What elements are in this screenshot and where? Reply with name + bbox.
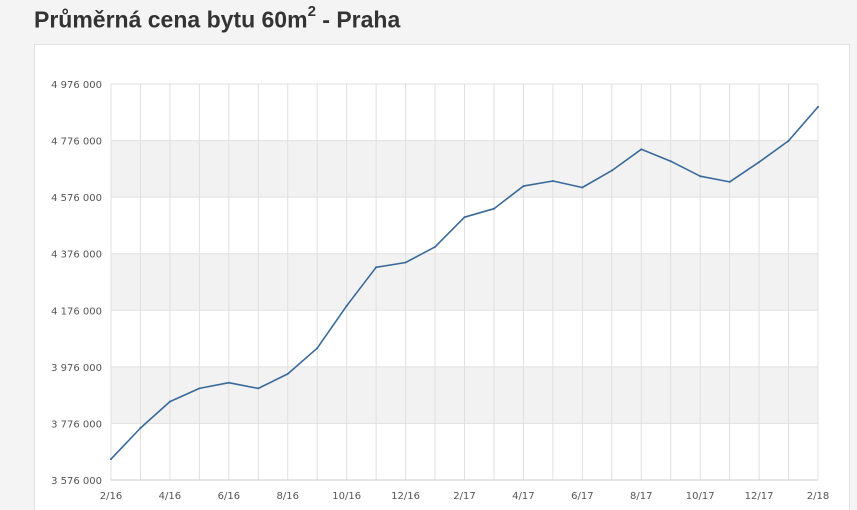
x-tick-label: 8/17 [630, 491, 652, 502]
data-point [404, 261, 407, 264]
data-point [669, 160, 672, 163]
x-tick-label: 2/18 [807, 491, 829, 502]
y-tick-label: 4 176 000 [51, 306, 102, 317]
y-tick-label: 4 776 000 [51, 137, 102, 148]
y-tick-label: 4 576 000 [51, 193, 102, 204]
chart-title: Průměrná cena bytu 60m2 - Praha [34, 3, 401, 34]
y-tick-label: 3 976 000 [51, 363, 102, 374]
x-tick-label: 12/17 [745, 491, 774, 502]
data-point [198, 387, 201, 390]
x-tick-label: 4/16 [159, 491, 181, 502]
chart-title-main: Průměrná cena bytu 60m [34, 6, 308, 33]
y-tick-label: 4 376 000 [51, 250, 102, 261]
y-tick-label: 4 976 000 [51, 80, 102, 91]
y-tick-label: 3 576 000 [51, 476, 102, 487]
data-point [699, 175, 702, 178]
data-point [522, 185, 525, 188]
data-point [728, 180, 731, 183]
data-point [139, 426, 142, 429]
chart-title-superscript: 2 [307, 3, 316, 20]
chart-title-suffix: - Praha [315, 6, 401, 33]
data-point [110, 458, 112, 461]
x-tick-label: 12/16 [391, 491, 420, 502]
x-tick-label: 8/16 [277, 491, 299, 502]
x-tick-label: 2/17 [453, 491, 475, 502]
data-point [316, 347, 319, 350]
data-point [787, 139, 790, 142]
x-tick-label: 2/16 [100, 491, 122, 502]
x-tick-label: 10/17 [686, 491, 715, 502]
x-tick-label: 6/16 [218, 491, 240, 502]
data-point [375, 266, 378, 269]
data-point [227, 381, 230, 384]
data-point [345, 304, 348, 307]
data-point [286, 372, 289, 375]
data-point [551, 180, 554, 183]
y-tick-label: 3 776 000 [51, 419, 102, 430]
x-tick-label: 6/17 [571, 491, 593, 502]
data-point [758, 161, 761, 164]
data-point [610, 169, 613, 172]
data-point [168, 400, 171, 403]
data-point [434, 245, 437, 248]
x-tick-label: 4/17 [512, 491, 534, 502]
data-point [581, 186, 584, 189]
data-point [463, 216, 466, 219]
x-tick-label: 10/16 [332, 491, 361, 502]
data-point [640, 148, 643, 151]
data-point [817, 105, 819, 108]
data-point [257, 387, 260, 390]
data-point [492, 207, 495, 210]
